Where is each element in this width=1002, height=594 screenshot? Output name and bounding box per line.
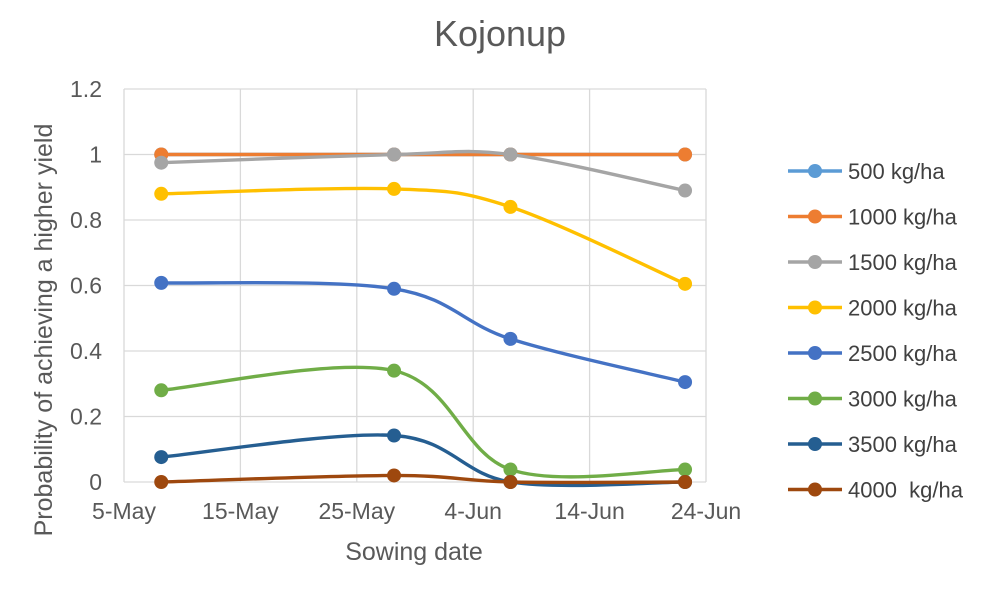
data-point bbox=[154, 475, 169, 489]
data-point bbox=[678, 183, 693, 198]
legend-marker bbox=[808, 300, 822, 315]
series-line bbox=[159, 473, 687, 485]
data-point bbox=[154, 450, 169, 465]
data-point bbox=[387, 428, 402, 443]
data-point bbox=[678, 147, 693, 162]
data-point bbox=[503, 331, 518, 346]
x-tick-label: 15-May bbox=[202, 498, 279, 524]
legend-marker bbox=[808, 209, 822, 224]
legend-marker bbox=[808, 346, 822, 360]
legend-marker bbox=[808, 164, 822, 178]
legend-entry: 2500 kg/ha bbox=[788, 341, 958, 366]
legend-label: 3000 kg/ha bbox=[848, 387, 958, 412]
x-axis-ticks: 5-May 15-May 25-May 4-Jun 14-Jun 24-Jun bbox=[92, 498, 741, 524]
x-tick-label: 25-May bbox=[318, 498, 395, 524]
data-point bbox=[678, 462, 693, 477]
legend-entry: 500 kg/ha bbox=[788, 159, 945, 184]
series-layer bbox=[154, 147, 693, 489]
data-point bbox=[154, 186, 169, 201]
x-tick-label: 4-Jun bbox=[444, 498, 502, 524]
series-4 bbox=[154, 275, 693, 390]
data-point bbox=[387, 181, 402, 196]
legend-label: 4000 kg/ha bbox=[848, 478, 964, 503]
series-2 bbox=[154, 147, 693, 198]
data-point bbox=[154, 383, 169, 398]
data-point bbox=[387, 147, 402, 162]
x-tick-label: 14-Jun bbox=[554, 498, 624, 524]
data-point bbox=[503, 199, 518, 214]
data-point bbox=[678, 475, 693, 489]
legend-marker bbox=[808, 255, 822, 269]
legend-label: 1500 kg/ha bbox=[848, 250, 958, 275]
y-tick-label: 1 bbox=[89, 142, 102, 168]
data-point bbox=[154, 275, 169, 290]
series-3 bbox=[154, 181, 693, 291]
chart-title: Kojonup bbox=[434, 13, 566, 54]
y-tick-label: 0.8 bbox=[70, 207, 102, 233]
legend-marker bbox=[808, 482, 822, 497]
data-point bbox=[678, 276, 693, 291]
y-tick-label: 0.4 bbox=[70, 338, 102, 364]
gridlines bbox=[123, 88, 707, 483]
legend-entry: 4000 kg/ha bbox=[788, 478, 964, 503]
series-line bbox=[159, 365, 687, 479]
y-tick-label: 0.2 bbox=[70, 404, 102, 430]
x-tick-label: 5-May bbox=[92, 498, 156, 524]
legend-marker bbox=[808, 391, 822, 406]
legend-label: 2000 kg/ha bbox=[848, 296, 958, 321]
y-tick-label: 0.6 bbox=[70, 273, 102, 299]
series-5 bbox=[154, 363, 693, 479]
legend-label: 3500 kg/ha bbox=[848, 432, 958, 457]
legend: 500 kg/ha 1000 kg/ha 1500 kg/ha 2000 kg/ha 2… bbox=[788, 159, 964, 503]
legend-entry: 3500 kg/ha bbox=[788, 432, 958, 457]
series-7 bbox=[154, 468, 693, 489]
legend-label: 1000 kg/ha bbox=[848, 205, 958, 230]
legend-entry: 1500 kg/ha bbox=[788, 250, 958, 275]
data-point bbox=[678, 375, 693, 390]
legend-entry: 2000 kg/ha bbox=[788, 296, 958, 321]
legend-label: 2500 kg/ha bbox=[848, 341, 958, 366]
data-point bbox=[503, 475, 518, 489]
legend-label: 500 kg/ha bbox=[848, 159, 945, 184]
legend-entry: 1000 kg/ha bbox=[788, 205, 958, 230]
data-point bbox=[387, 468, 402, 483]
y-axis-ticks: 0 0.2 0.4 0.6 0.8 1 1.2 bbox=[70, 76, 102, 495]
series-line bbox=[159, 280, 687, 384]
series-line bbox=[159, 433, 687, 488]
data-point bbox=[503, 147, 518, 162]
x-tick-label: 24-Jun bbox=[671, 498, 741, 524]
data-point bbox=[387, 281, 402, 296]
data-point bbox=[154, 155, 169, 170]
series-line bbox=[159, 149, 687, 193]
series-line bbox=[159, 186, 687, 286]
data-point bbox=[387, 363, 402, 378]
y-tick-label: 0 bbox=[89, 469, 102, 495]
legend-entry: 3000 kg/ha bbox=[788, 387, 958, 412]
y-axis-label: Probability of achieving a higher yield bbox=[30, 124, 58, 537]
x-axis-label: Sowing date bbox=[345, 538, 483, 566]
legend-marker bbox=[808, 437, 822, 451]
y-tick-label: 1.2 bbox=[70, 76, 102, 102]
data-point bbox=[503, 462, 518, 477]
